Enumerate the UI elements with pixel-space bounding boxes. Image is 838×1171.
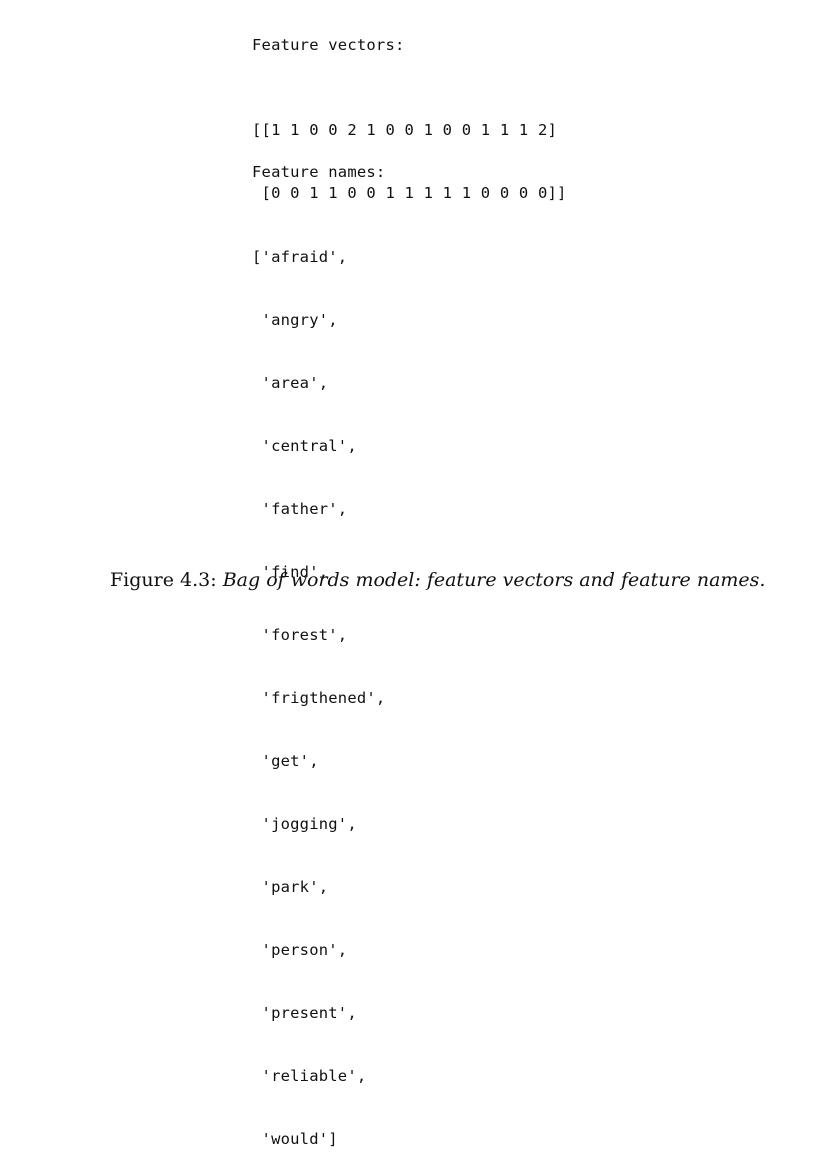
figure-caption-text: Bag of words model: feature vectors and … [222, 569, 766, 591]
feature-names-heading: Feature names: [252, 163, 386, 181]
feature-name-item: 'reliable', [252, 1067, 367, 1085]
feature-name-item: 'park', [252, 878, 329, 896]
feature-name-item: 'central', [252, 437, 357, 455]
feature-name-item: 'would'] [252, 1130, 338, 1148]
feature-name-item: ['afraid', [252, 248, 348, 266]
feature-name-item: 'father', [252, 500, 348, 518]
figure-caption: Figure 4.3: Bag of words model: feature … [110, 567, 765, 593]
feature-name-item: 'jogging', [252, 815, 357, 833]
feature-vector-row: [0 0 1 1 0 0 1 1 1 1 1 0 0 0 0]] [252, 184, 567, 202]
feature-vectors-output: [[1 1 0 0 2 1 0 0 1 0 0 1 1 1 2] [0 0 1 … [252, 78, 567, 225]
feature-names-list: ['afraid', 'angry', 'area', 'central', '… [252, 205, 385, 1171]
figure-label: Figure 4.3: [110, 569, 217, 591]
feature-name-item: 'present', [252, 1004, 357, 1022]
feature-name-item: 'find', [252, 563, 329, 581]
feature-name-item: 'angry', [252, 311, 338, 329]
feature-name-item: 'area', [252, 374, 329, 392]
feature-name-item: 'forest', [252, 626, 348, 644]
feature-vector-row: [[1 1 0 0 2 1 0 0 1 0 0 1 1 1 2] [252, 121, 558, 139]
feature-name-item: 'get', [252, 752, 319, 770]
feature-vectors-heading: Feature vectors: [252, 36, 405, 54]
feature-name-item: 'person', [252, 941, 348, 959]
feature-name-item: 'frigthened', [252, 689, 386, 707]
